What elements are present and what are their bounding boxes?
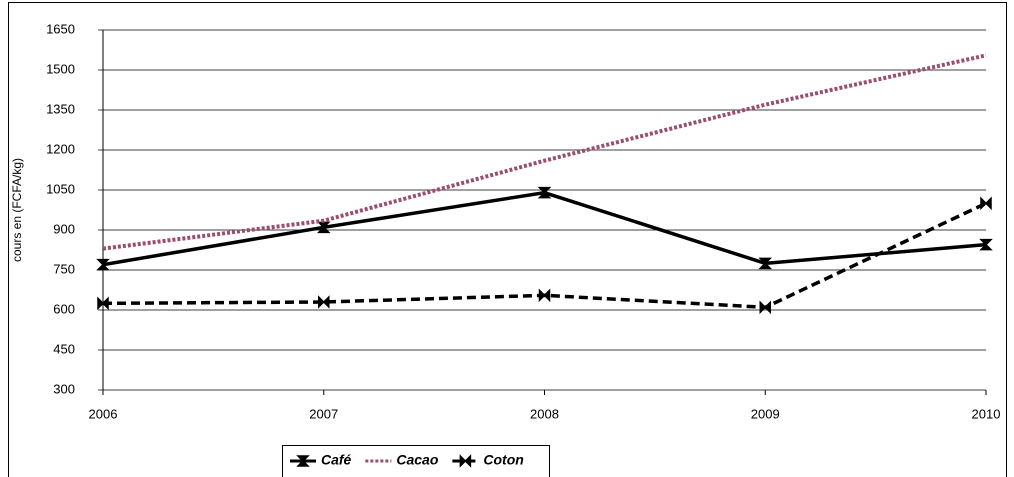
marker: [979, 238, 993, 251]
chart-frame: [8, 2, 1007, 477]
y-tick-label: 750: [53, 261, 75, 276]
x-tick-label: 2007: [309, 406, 338, 421]
y-tick-label: 300: [53, 381, 75, 396]
y-tick-label: 1500: [46, 61, 75, 76]
legend-label: Cacao: [396, 452, 438, 468]
legend-label: Café: [321, 452, 352, 468]
y-tick-label: 1200: [46, 141, 75, 156]
y-tick-label: 600: [53, 301, 75, 316]
marker: [316, 221, 331, 234]
marker: [758, 257, 773, 270]
marker: [537, 186, 552, 199]
series-line: [102, 190, 987, 267]
y-axis-label: cours en (FCFA/kg): [10, 158, 24, 262]
x-tick-label: 2008: [530, 406, 559, 421]
legend-box: [282, 445, 550, 477]
y-tick-label: 1350: [46, 101, 75, 116]
y-tick-label: 900: [53, 221, 75, 236]
legend-marker: [296, 455, 310, 467]
legend-marker: [459, 454, 472, 468]
marker: [759, 300, 771, 315]
y-tick-label: 1050: [46, 181, 75, 196]
x-tick-label: 2006: [89, 406, 118, 421]
legend-label: Coton: [483, 452, 523, 468]
x-tick-label: 2009: [751, 406, 780, 421]
marker: [980, 196, 992, 211]
y-tick-label: 1650: [46, 21, 75, 36]
x-tick-label: 2010: [972, 406, 1001, 421]
marker: [318, 295, 330, 309]
marker: [97, 296, 109, 311]
series-line: [102, 53, 987, 251]
marker: [96, 258, 110, 271]
y-tick-label: 450: [53, 341, 75, 356]
marker: [538, 288, 551, 303]
